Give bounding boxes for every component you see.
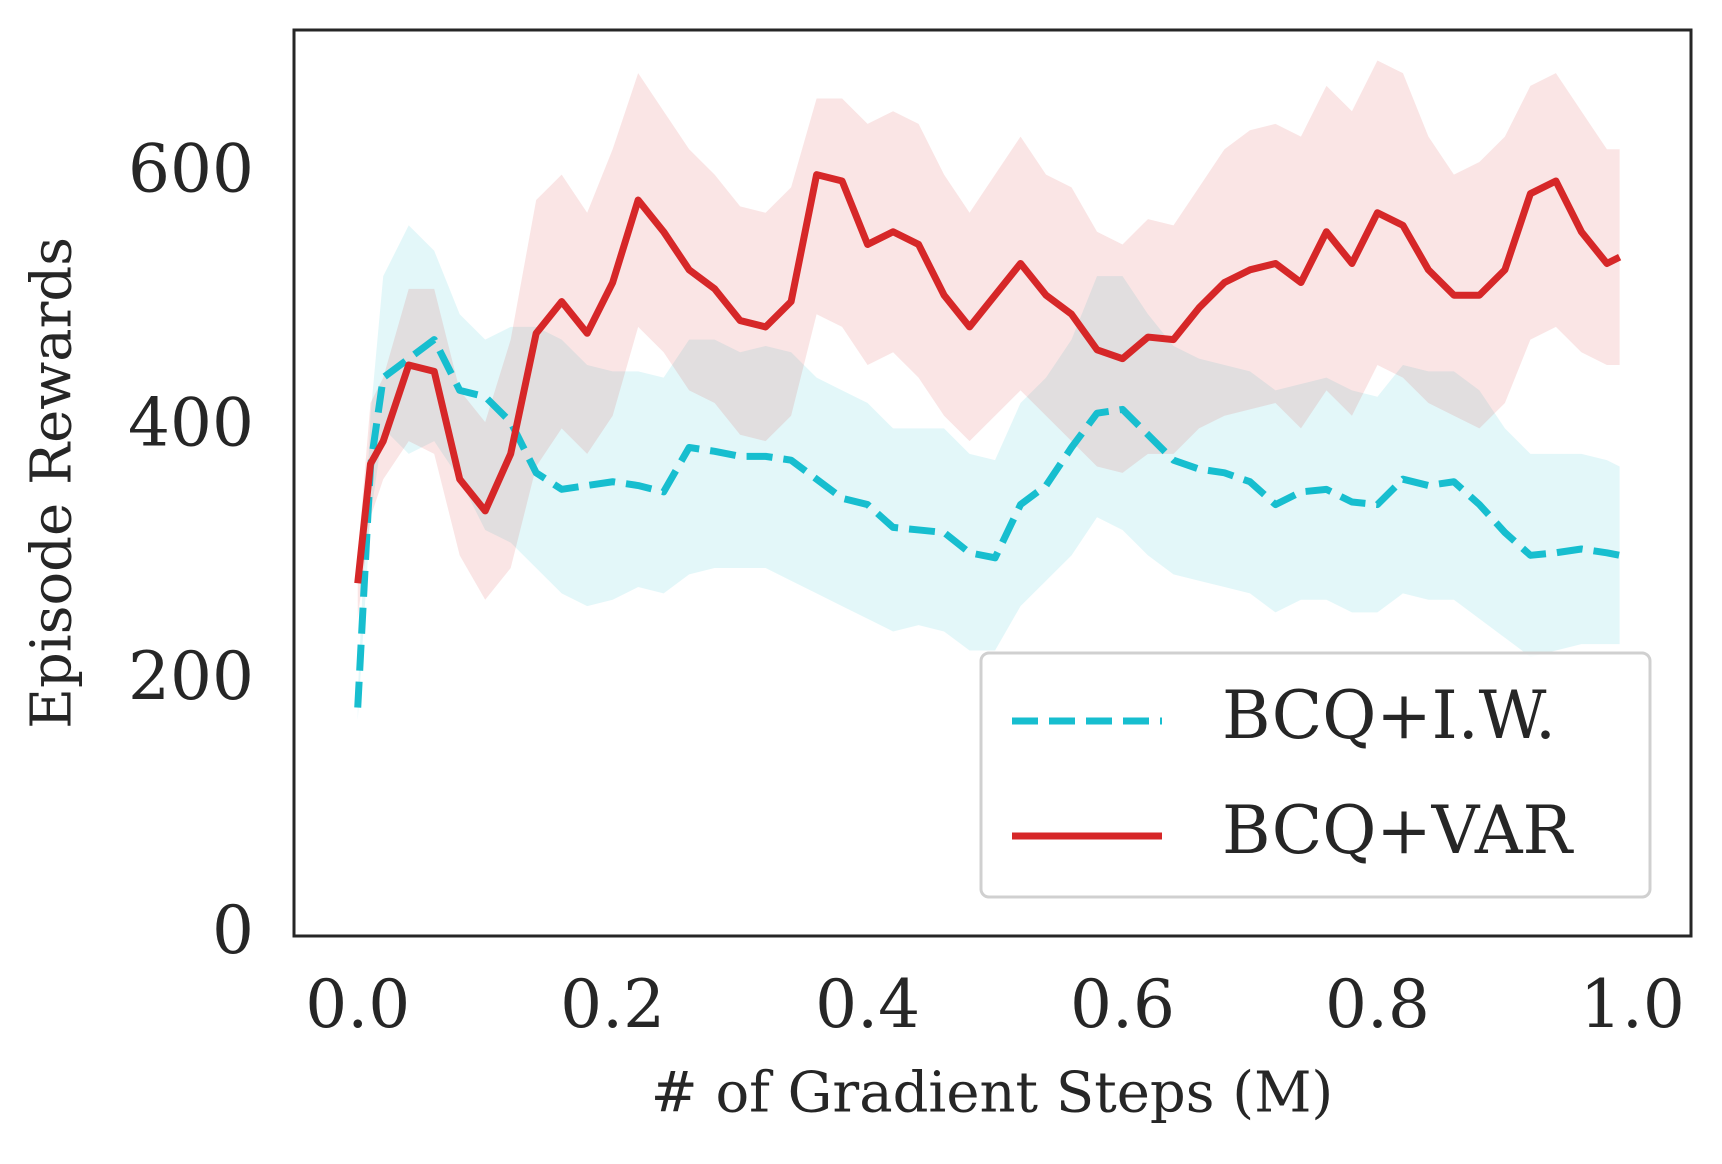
line <box>354 171 1622 584</box>
band <box>357 60 1620 619</box>
legend-label: BCQ+I.W. <box>1222 677 1556 754</box>
x-tick-label: 0.0 <box>305 966 410 1043</box>
x-tick-label: 0.4 <box>815 966 920 1043</box>
x-tick-label: 0.8 <box>1325 966 1430 1043</box>
band <box>357 225 1620 721</box>
y-tick-label: 600 <box>128 131 254 208</box>
x-tick-label: 0.6 <box>1070 966 1175 1043</box>
y-tick-label: 400 <box>128 384 254 461</box>
line <box>354 336 1621 708</box>
y-tick-label: 0 <box>212 892 254 969</box>
x-axis-label: # of Gradient Steps (M) <box>651 1061 1334 1126</box>
plot-frame <box>292 28 1693 938</box>
y-tick-label: 200 <box>128 638 254 715</box>
x-tick-label: 1.0 <box>1580 966 1685 1043</box>
x-tick-label: 0.2 <box>560 966 665 1043</box>
legend-label: BCQ+VAR <box>1222 792 1574 869</box>
y-axis-label: Episode Rewards <box>20 237 85 729</box>
